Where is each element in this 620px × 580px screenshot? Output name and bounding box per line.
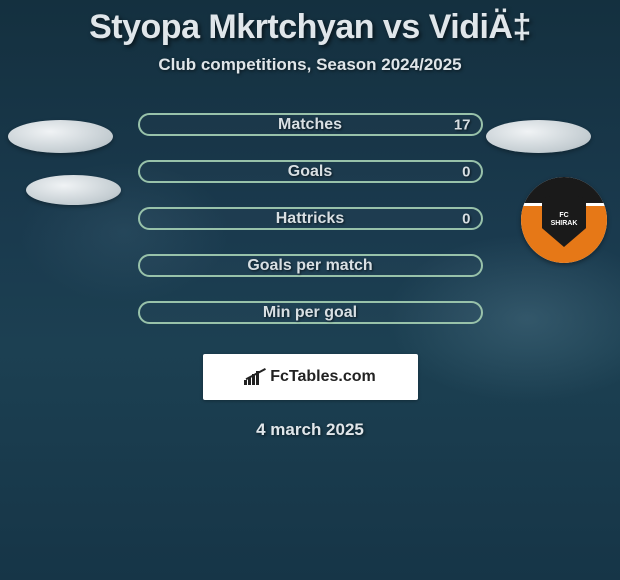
stat-row-goals-per-match: Goals per match (138, 254, 483, 277)
stat-label: Min per goal (263, 304, 357, 322)
stat-value-right: 17 (454, 116, 471, 133)
stat-label: Goals per match (247, 257, 372, 275)
stats-list: Matches 17 Goals 0 Hattricks 0 Goals per… (0, 113, 620, 324)
stat-label: Goals (288, 163, 332, 181)
stat-label: Hattricks (276, 210, 344, 228)
stat-row-matches: Matches 17 (138, 113, 483, 136)
stat-value-right: 0 (462, 163, 470, 180)
chart-icon (244, 369, 264, 385)
stat-row-hattricks: Hattricks 0 (138, 207, 483, 230)
branding-box: FcTables.com (203, 354, 418, 400)
stat-row-goals: Goals 0 (138, 160, 483, 183)
branding-text: FcTables.com (270, 368, 376, 386)
date-label: 4 march 2025 (256, 420, 364, 440)
stat-value-right: 0 (462, 210, 470, 227)
stat-row-min-per-goal: Min per goal (138, 301, 483, 324)
page-title: Styopa Mkrtchyan vs VidiÄ‡ (89, 8, 531, 47)
page-subtitle: Club competitions, Season 2024/2025 (158, 55, 461, 75)
stat-label: Matches (278, 116, 342, 134)
